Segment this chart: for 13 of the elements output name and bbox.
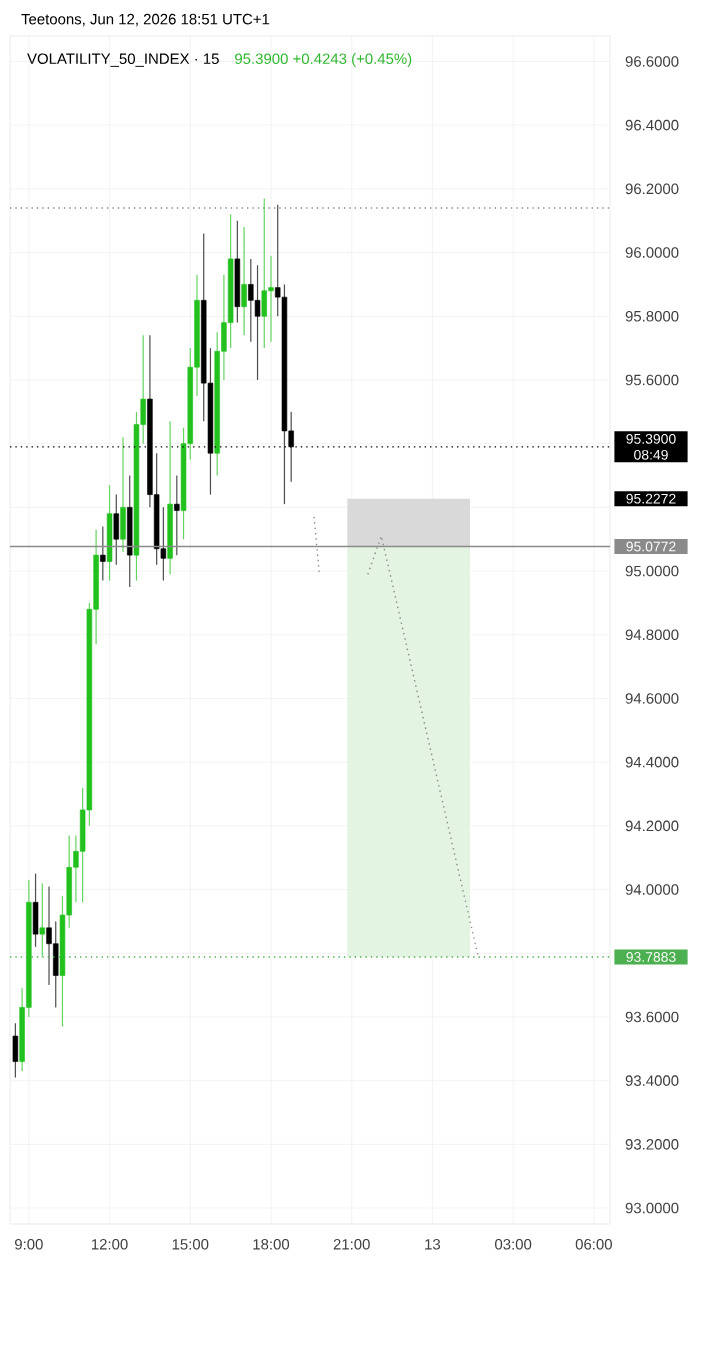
candlestick bbox=[261, 197, 267, 349]
candlestick bbox=[120, 436, 126, 553]
candlestick bbox=[100, 525, 106, 582]
candlestick bbox=[234, 220, 241, 324]
candlestick bbox=[241, 226, 247, 336]
candlestick bbox=[127, 474, 133, 588]
candlestick bbox=[12, 1022, 19, 1079]
candlestick bbox=[32, 873, 39, 948]
candlestick bbox=[39, 882, 46, 958]
candlestick bbox=[254, 264, 261, 381]
candlestick bbox=[113, 494, 119, 566]
candlestick bbox=[106, 484, 113, 582]
candlestick bbox=[174, 474, 180, 556]
